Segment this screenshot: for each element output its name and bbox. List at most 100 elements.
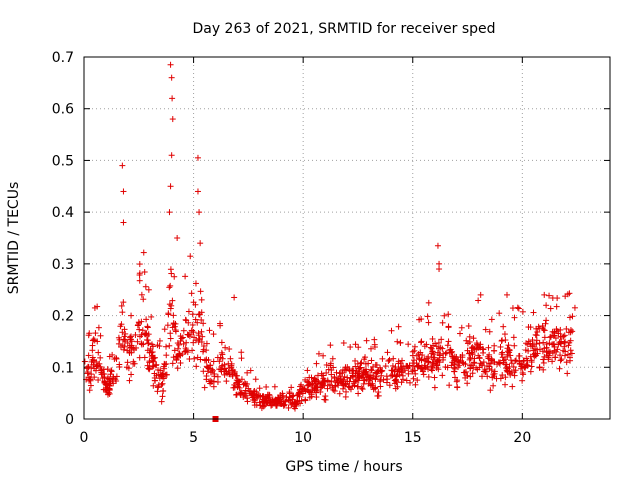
data-point <box>136 354 143 361</box>
data-point <box>411 343 418 350</box>
data-point <box>499 337 506 344</box>
data-point <box>218 339 225 346</box>
data-point <box>370 386 377 393</box>
data-point <box>536 340 543 347</box>
data-point <box>392 366 399 373</box>
data-point <box>288 401 295 408</box>
data-point <box>161 326 168 333</box>
data-point <box>327 360 334 367</box>
data-point <box>167 266 174 273</box>
data-point-peak <box>436 260 443 267</box>
data-point <box>172 328 179 335</box>
data-point <box>394 338 401 345</box>
data-point <box>533 337 540 344</box>
data-point <box>188 290 195 297</box>
data-point <box>539 348 546 355</box>
data-point <box>149 341 156 348</box>
data-point <box>464 372 471 379</box>
data-point <box>557 352 564 359</box>
data-point <box>517 365 524 372</box>
data-point <box>365 360 372 367</box>
data-point <box>374 369 381 376</box>
data-point <box>195 338 202 345</box>
x-axis-label: GPS time / hours <box>285 459 402 475</box>
data-point <box>411 367 418 374</box>
data-point <box>363 337 370 344</box>
data-point <box>476 355 483 362</box>
data-point <box>534 346 541 353</box>
data-point <box>249 391 256 398</box>
data-point <box>116 361 123 368</box>
data-point <box>283 394 290 401</box>
data-point <box>466 350 473 357</box>
data-point <box>506 349 513 356</box>
data-point <box>207 380 214 387</box>
data-point <box>480 349 487 356</box>
data-point <box>554 295 561 302</box>
data-point <box>410 375 417 382</box>
data-point <box>540 356 547 363</box>
data-point <box>352 341 359 348</box>
data-point <box>335 379 342 386</box>
data-point <box>192 280 199 287</box>
data-point <box>245 385 252 392</box>
data-point <box>524 362 531 369</box>
data-point <box>566 339 573 346</box>
data-point <box>219 351 226 358</box>
data-point <box>144 337 151 344</box>
data-point <box>89 356 96 363</box>
data-point <box>563 325 570 332</box>
data-point <box>88 371 95 378</box>
data-point <box>98 366 105 373</box>
data-point <box>204 368 211 375</box>
data-point <box>547 305 554 312</box>
data-point <box>377 383 384 390</box>
data-point <box>536 325 543 332</box>
data-point <box>489 374 496 381</box>
data-point <box>265 395 272 402</box>
data-point <box>197 288 204 295</box>
data-point <box>128 371 135 378</box>
data-point <box>505 342 512 349</box>
data-point <box>430 361 437 368</box>
data-point <box>508 357 515 364</box>
data-point <box>520 371 527 378</box>
y-tick-label: 0.4 <box>52 205 74 221</box>
data-point <box>543 341 550 348</box>
data-point <box>541 334 548 341</box>
data-point <box>485 344 492 351</box>
data-point <box>549 358 556 365</box>
data-point-peak <box>194 188 201 195</box>
data-point <box>217 354 224 361</box>
data-point <box>314 384 321 391</box>
data-point <box>238 390 245 397</box>
data-point <box>543 302 550 309</box>
data-point <box>461 369 468 376</box>
data-point <box>291 405 298 412</box>
data-point <box>390 355 397 362</box>
data-point <box>128 338 135 345</box>
data-point <box>519 377 526 384</box>
data-point <box>320 352 327 359</box>
data-point <box>491 368 498 375</box>
data-point <box>355 390 362 397</box>
data-point <box>140 249 147 256</box>
data-point <box>254 392 261 399</box>
data-point <box>189 311 196 318</box>
data-point <box>136 326 143 333</box>
data-point <box>324 378 331 385</box>
data-point <box>342 393 349 400</box>
data-point-peak <box>197 240 204 247</box>
data-point <box>497 343 504 350</box>
data-point <box>415 362 422 369</box>
data-point <box>216 320 223 327</box>
data-point <box>395 358 402 365</box>
data-point <box>136 261 143 268</box>
data-point <box>225 360 232 367</box>
data-point <box>302 388 309 395</box>
data-point <box>182 348 189 355</box>
data-point <box>507 352 514 359</box>
data-point <box>81 358 88 365</box>
data-point <box>97 354 104 361</box>
